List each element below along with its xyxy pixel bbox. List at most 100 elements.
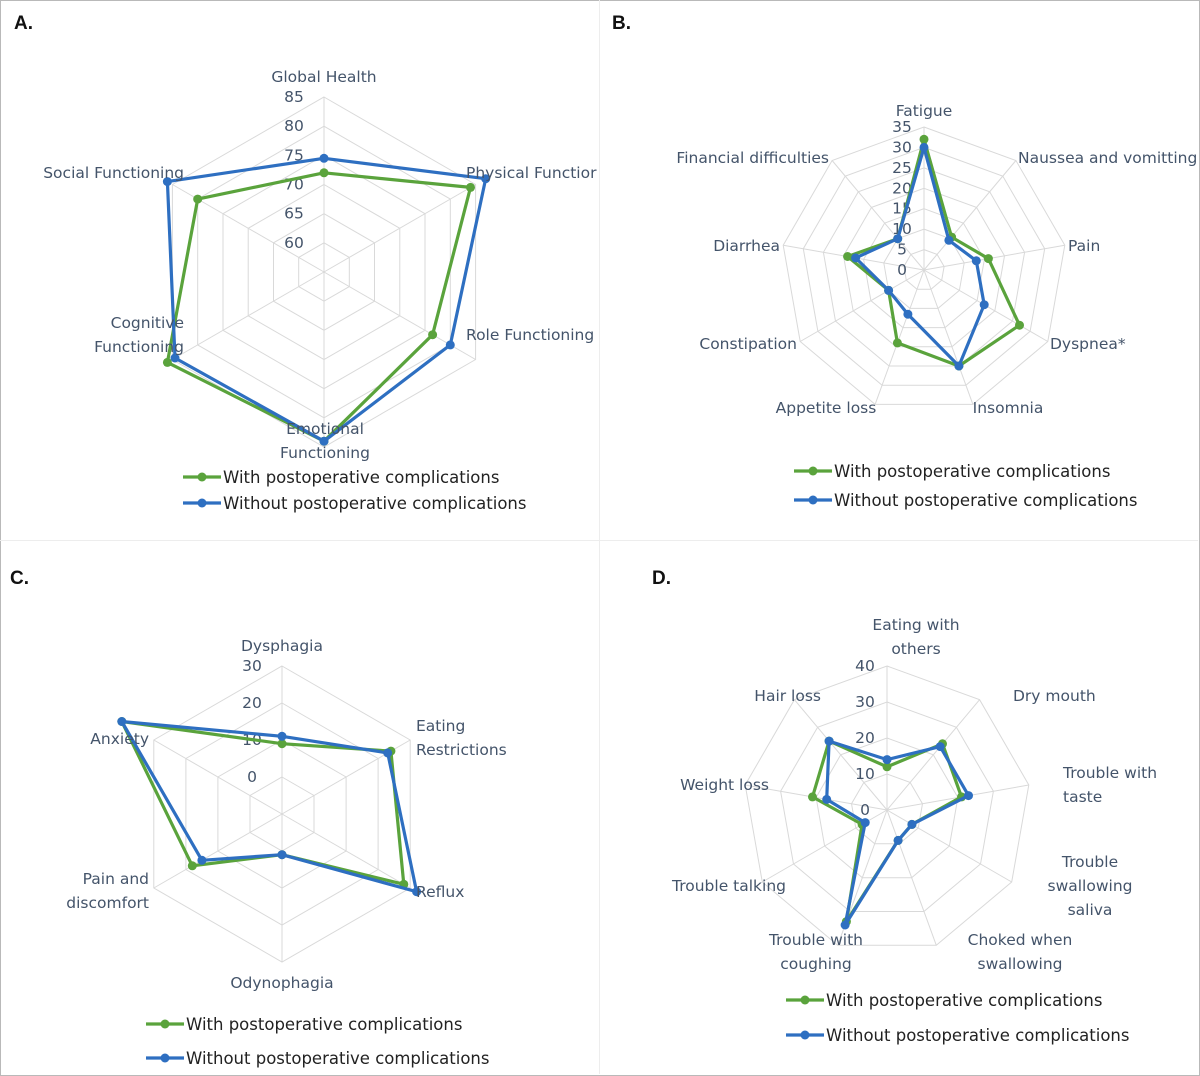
tick-label: 5 — [897, 241, 907, 259]
axis-label-eating-with-others: Eating with others — [872, 616, 959, 658]
tick-label: 85 — [284, 88, 304, 106]
axis-label-weight-loss: Weight loss — [680, 776, 769, 794]
gridline — [903, 249, 945, 290]
data-point-with — [1015, 320, 1024, 330]
axis-label-constipation: Constipation — [699, 335, 797, 353]
data-point-without — [445, 340, 455, 350]
axis-label-eating-restrictions: Eating Restrictions — [416, 717, 507, 759]
tick-label: 75 — [284, 146, 304, 164]
axis-spoke — [886, 809, 1012, 883]
panel-divider-horizontal — [0, 540, 1198, 541]
axis-spoke — [172, 271, 325, 360]
data-point-without — [979, 300, 989, 310]
axis-spoke — [923, 269, 974, 405]
tick-label: 30 — [242, 657, 262, 675]
axis-spoke — [799, 269, 925, 342]
axis-label-emotional-functioning: Emotional Functioning — [280, 420, 370, 462]
data-point-with — [187, 861, 197, 871]
axis-spoke — [794, 699, 888, 811]
legend-label-with: With postoperative complications — [223, 468, 499, 487]
axis-spoke — [153, 739, 283, 815]
axis-label-reflux: Reflux — [416, 883, 464, 901]
gridline — [842, 187, 1006, 348]
gridline — [883, 228, 965, 309]
tick-label: 0 — [860, 801, 870, 819]
data-point-without — [971, 256, 981, 266]
axis-label-anxiety: Anxiety — [90, 730, 149, 748]
data-point-with — [892, 338, 902, 348]
tick-label: 20 — [242, 694, 262, 712]
data-point-with — [277, 739, 287, 749]
data-point-without — [277, 731, 287, 741]
axis-label-appetite-loss: Appetite loss — [776, 399, 877, 417]
panel-label: B. — [612, 13, 631, 34]
gridline — [822, 167, 1026, 367]
data-point-without — [851, 253, 861, 263]
tick-label: 30 — [855, 693, 875, 711]
data-point-without — [840, 920, 850, 930]
data-point-with — [843, 252, 853, 261]
legend-marker-without — [800, 1030, 810, 1040]
tick-label: 20 — [855, 729, 875, 747]
data-point-without — [170, 353, 180, 363]
axis-spoke — [281, 813, 411, 889]
tick-label: 80 — [284, 117, 304, 135]
data-point-with — [983, 254, 993, 264]
gridline — [850, 773, 924, 845]
data-point-without — [893, 835, 903, 845]
legend-label-without: Without postoperative complications — [834, 491, 1137, 510]
axis-label-dyspnea: Dyspnea* — [1050, 335, 1126, 353]
data-point-without — [197, 855, 207, 865]
gridline — [780, 701, 994, 912]
series-line-with — [846, 137, 1022, 368]
axis-label-diarrhea: Diarrhea — [713, 237, 780, 255]
axis-label-dysphagia: Dysphagia — [241, 637, 323, 655]
panel-label: D. — [652, 568, 671, 589]
data-point-with — [319, 168, 329, 178]
tick-label: 60 — [284, 234, 304, 252]
legend-marker-with — [197, 472, 207, 482]
data-point-without — [383, 748, 393, 758]
gridline — [744, 665, 1030, 946]
axis-label-odynophagia: Odynophagia — [230, 974, 333, 992]
axis-label-dry-mouth: Dry mouth — [1013, 687, 1096, 705]
legend-marker-without — [197, 498, 207, 508]
legend-marker-with — [800, 995, 810, 1005]
data-point-with — [808, 792, 817, 802]
data-point-without — [964, 791, 973, 801]
axis-spoke — [153, 813, 283, 889]
tick-label: 20 — [892, 179, 912, 197]
data-point-without — [481, 174, 491, 184]
data-point-without — [117, 717, 127, 726]
tick-label: 10 — [855, 765, 875, 783]
axis-label-pain: Pain — [1068, 237, 1100, 255]
data-point-without — [882, 755, 892, 765]
tick-label: 30 — [892, 138, 912, 156]
axis-spoke — [923, 244, 1065, 271]
axis-label-social-functioning: Social Functioning — [43, 164, 184, 182]
legend-marker-with — [808, 466, 818, 476]
series-line-without — [825, 739, 971, 927]
axis-label-pain-and-discomfort: Pain and discomfort — [66, 870, 149, 912]
data-point-without — [919, 142, 929, 152]
data-point-without — [954, 361, 964, 371]
axis-label-trouble-with-coughing: Trouble with coughing — [768, 931, 863, 973]
tick-label: 35 — [892, 118, 912, 136]
axis-label-trouble-with-taste: Trouble with taste — [1062, 764, 1157, 806]
data-point-without — [277, 850, 287, 860]
axis-spoke — [886, 809, 937, 946]
axis-label-role-functioning: Role Functioning — [466, 326, 594, 344]
axis-spoke — [323, 184, 476, 273]
axis-label-trouble-swallowing-saliva: Trouble swallowing saliva — [1048, 853, 1133, 919]
axis-label-financial-difficulties: Financial difficulties — [676, 149, 829, 167]
data-point-with — [193, 194, 203, 204]
legend-label-without: Without postoperative complications — [186, 1049, 489, 1068]
data-point-without — [412, 887, 422, 897]
axis-spoke — [886, 699, 980, 811]
axis-label-trouble-talking: Trouble talking — [671, 877, 786, 895]
legend-label-with: With postoperative complications — [834, 462, 1110, 481]
data-point-without — [907, 819, 917, 829]
